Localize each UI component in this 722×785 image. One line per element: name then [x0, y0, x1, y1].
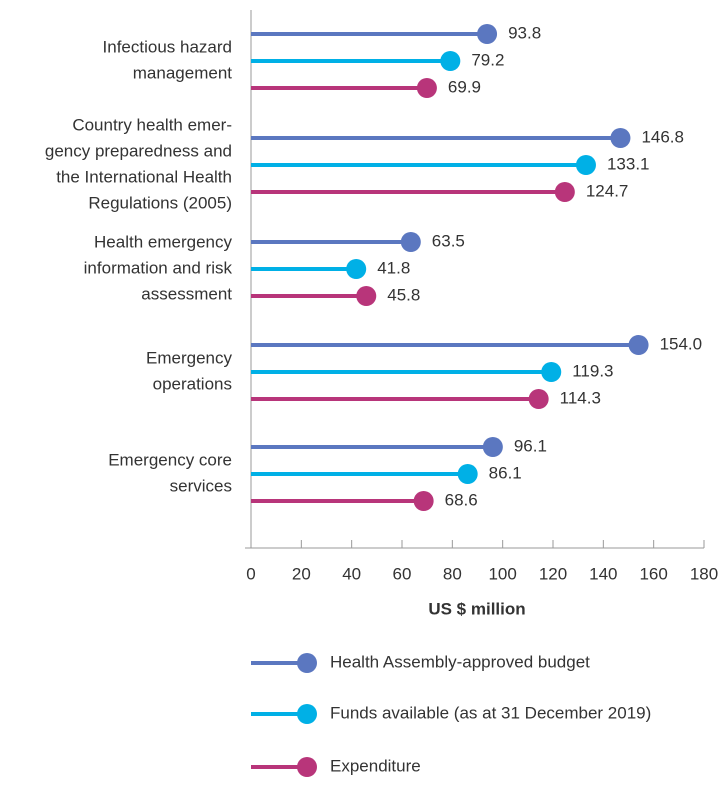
value-label: 41.8: [377, 258, 410, 277]
lollipop-dot: [346, 259, 367, 279]
lollipop-dot: [554, 182, 575, 202]
legend-label: Expenditure: [330, 756, 421, 775]
legend-dot: [297, 757, 317, 777]
category-label: the International Health: [56, 167, 232, 186]
legend-dot: [297, 653, 317, 673]
lollipop-dot: [528, 389, 549, 409]
lollipop-dot: [575, 155, 596, 175]
category-label: services: [170, 476, 232, 495]
lollipop-dot: [610, 128, 631, 148]
x-tick-label: 160: [639, 564, 667, 583]
x-tick-label: 80: [443, 564, 462, 583]
x-tick-label: 20: [292, 564, 311, 583]
category-label: Emergency core: [108, 450, 232, 469]
legend-dot: [297, 704, 317, 724]
value-label: 114.3: [560, 388, 601, 407]
lollipop-dot: [440, 51, 461, 71]
lollipop-dot: [400, 232, 421, 252]
value-label: 133.1: [607, 154, 650, 173]
value-label: 93.8: [508, 23, 541, 42]
x-tick-label: 40: [342, 564, 361, 583]
value-label: 96.1: [514, 436, 547, 455]
category-label: gency preparedness and: [45, 141, 232, 160]
lollipop-dot: [477, 24, 498, 44]
value-label: 86.1: [489, 463, 522, 482]
x-tick-label: 140: [589, 564, 617, 583]
value-label: 63.5: [432, 231, 465, 250]
category-label: Infectious hazard: [103, 37, 232, 56]
value-label: 69.9: [448, 77, 481, 96]
value-label: 68.6: [445, 490, 478, 509]
category-label: information and risk: [84, 258, 233, 277]
value-label: 154.0: [660, 334, 703, 353]
lollipop-dot: [416, 78, 437, 98]
lollipop-dot: [541, 362, 562, 382]
x-tick-label: 60: [393, 564, 412, 583]
legend-label: Funds available (as at 31 December 2019): [330, 703, 651, 722]
value-label: 45.8: [387, 285, 420, 304]
lollipop-dot: [482, 437, 503, 457]
legend-label: Health Assembly-approved budget: [330, 652, 590, 671]
x-tick-label: 120: [539, 564, 567, 583]
value-label: 119.3: [572, 361, 613, 380]
category-label: Country health emer-: [72, 115, 232, 134]
category-label: Health emergency: [94, 232, 232, 251]
lollipop-dot: [413, 491, 434, 511]
category-label: Emergency: [146, 348, 232, 367]
x-tick-label: 100: [488, 564, 516, 583]
x-tick-label: 180: [690, 564, 718, 583]
category-label: assessment: [141, 284, 232, 303]
category-label: Regulations (2005): [88, 193, 232, 212]
lollipop-dot: [356, 286, 377, 306]
value-label: 79.2: [471, 50, 504, 69]
lollipop-dot: [457, 464, 478, 484]
category-label: management: [133, 63, 233, 82]
x-axis-label: US $ million: [428, 599, 525, 618]
x-tick-label: 0: [246, 564, 255, 583]
value-label: 146.8: [641, 127, 684, 146]
lollipop-dot: [628, 335, 649, 355]
category-label: operations: [153, 374, 232, 393]
value-label: 124.7: [586, 181, 629, 200]
